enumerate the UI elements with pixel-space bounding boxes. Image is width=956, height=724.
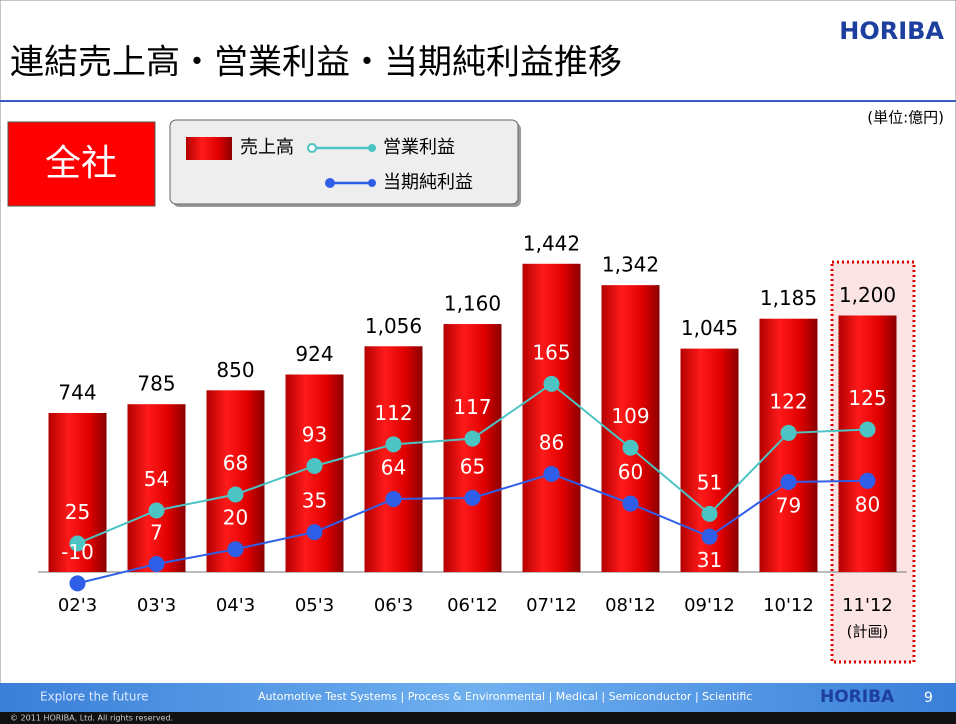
bar	[759, 318, 818, 572]
legend-label: 営業利益	[383, 137, 455, 158]
footer-band	[0, 683, 956, 712]
point-value-label: 20	[223, 506, 248, 530]
bar	[522, 263, 581, 572]
point	[148, 556, 165, 573]
badge-box	[7, 121, 156, 207]
bar	[838, 315, 897, 572]
logo: HORIBA	[839, 17, 944, 45]
point-value-label: 54	[144, 467, 169, 491]
bar	[127, 404, 186, 572]
point	[622, 495, 639, 512]
bar-value-label: 1,442	[523, 231, 580, 255]
point	[148, 502, 165, 519]
point-value-label: 7	[150, 521, 163, 545]
bar	[443, 324, 502, 572]
x-tick-label: 11'12	[842, 595, 893, 616]
legend-dot	[368, 144, 376, 152]
point	[464, 430, 481, 447]
legend-dot	[368, 179, 376, 187]
point-value-label: 65	[460, 454, 485, 478]
unit-note: (単位:億円)	[867, 109, 944, 127]
point-value-label: 93	[302, 422, 327, 446]
point	[69, 535, 86, 552]
x-tick-label: 02'3	[58, 595, 97, 616]
bar-value-label: 1,200	[839, 283, 896, 307]
point-value-label: 109	[611, 404, 649, 428]
legend-box	[169, 119, 519, 205]
point	[306, 457, 323, 474]
legend-swatch	[186, 137, 232, 160]
plan-note: (計画)	[847, 623, 889, 641]
point-value-label: 25	[65, 500, 90, 524]
point-value-label: 165	[532, 340, 570, 364]
point	[780, 473, 797, 490]
bar	[601, 285, 660, 572]
bar-value-label: 1,160	[444, 292, 501, 316]
bar-value-label: 785	[137, 372, 175, 396]
point	[859, 421, 876, 438]
bar-value-label: 924	[295, 342, 333, 366]
bar-value-label: 850	[216, 358, 254, 382]
point-value-label: 31	[697, 548, 722, 572]
x-tick-label: 04'3	[216, 595, 255, 616]
point	[701, 528, 718, 545]
point-value-label: 117	[453, 395, 491, 419]
point	[780, 424, 797, 441]
point	[464, 489, 481, 506]
legend-dot	[325, 178, 335, 188]
footer-tagline: Explore the future	[40, 690, 149, 704]
footer-logo: HORIBA	[820, 687, 895, 707]
point-value-label: 64	[381, 456, 406, 480]
copyright: © 2011 HORIBA, Ltd. All rights reserved.	[10, 714, 173, 723]
point	[227, 486, 244, 503]
point	[543, 465, 560, 482]
point-value-label: 79	[776, 493, 801, 517]
bar-value-label: 1,185	[760, 286, 817, 310]
bar-value-label: 1,045	[681, 316, 738, 340]
point	[859, 472, 876, 489]
point-value-label: 35	[302, 489, 327, 513]
copyright-band	[0, 712, 956, 724]
point-value-label: 68	[223, 451, 248, 475]
x-tick-label: 09'12	[684, 595, 735, 616]
point	[385, 436, 402, 453]
point-value-label: 86	[539, 430, 564, 454]
legend-label: 当期純利益	[383, 172, 473, 193]
point	[69, 575, 86, 592]
point	[543, 375, 560, 392]
x-tick-label: 08'12	[605, 595, 656, 616]
legend-dot	[307, 143, 317, 153]
point-value-label: 122	[769, 389, 807, 413]
point	[622, 439, 639, 456]
x-tick-label: 03'3	[137, 595, 176, 616]
x-tick-label: 06'3	[374, 595, 413, 616]
bar-value-label: 744	[58, 380, 96, 404]
point	[306, 524, 323, 541]
point	[701, 505, 718, 522]
point-value-label: 112	[374, 401, 412, 425]
point-value-label: 125	[848, 386, 886, 410]
bar	[364, 346, 423, 572]
footer-segments: Automotive Test Systems | Process & Envi…	[258, 690, 752, 703]
point-value-label: 51	[697, 470, 722, 494]
point	[385, 491, 402, 508]
point-value-label: -10	[61, 540, 94, 564]
x-tick-label: 05'3	[295, 595, 334, 616]
x-tick-label: 10'12	[763, 595, 814, 616]
point-value-label: 80	[855, 492, 880, 516]
badge: 全社	[45, 143, 117, 184]
bar-value-label: 1,342	[602, 253, 659, 277]
slide-title: 連結売上高・営業利益・当期純利益推移	[10, 43, 622, 83]
page-number: 9	[924, 690, 933, 706]
bar-value-label: 1,056	[365, 314, 422, 338]
point-value-label: 60	[618, 460, 643, 484]
legend-label: 売上高	[240, 137, 294, 158]
x-tick-label: 06'12	[447, 595, 498, 616]
point	[227, 541, 244, 558]
x-tick-label: 07'12	[526, 595, 577, 616]
